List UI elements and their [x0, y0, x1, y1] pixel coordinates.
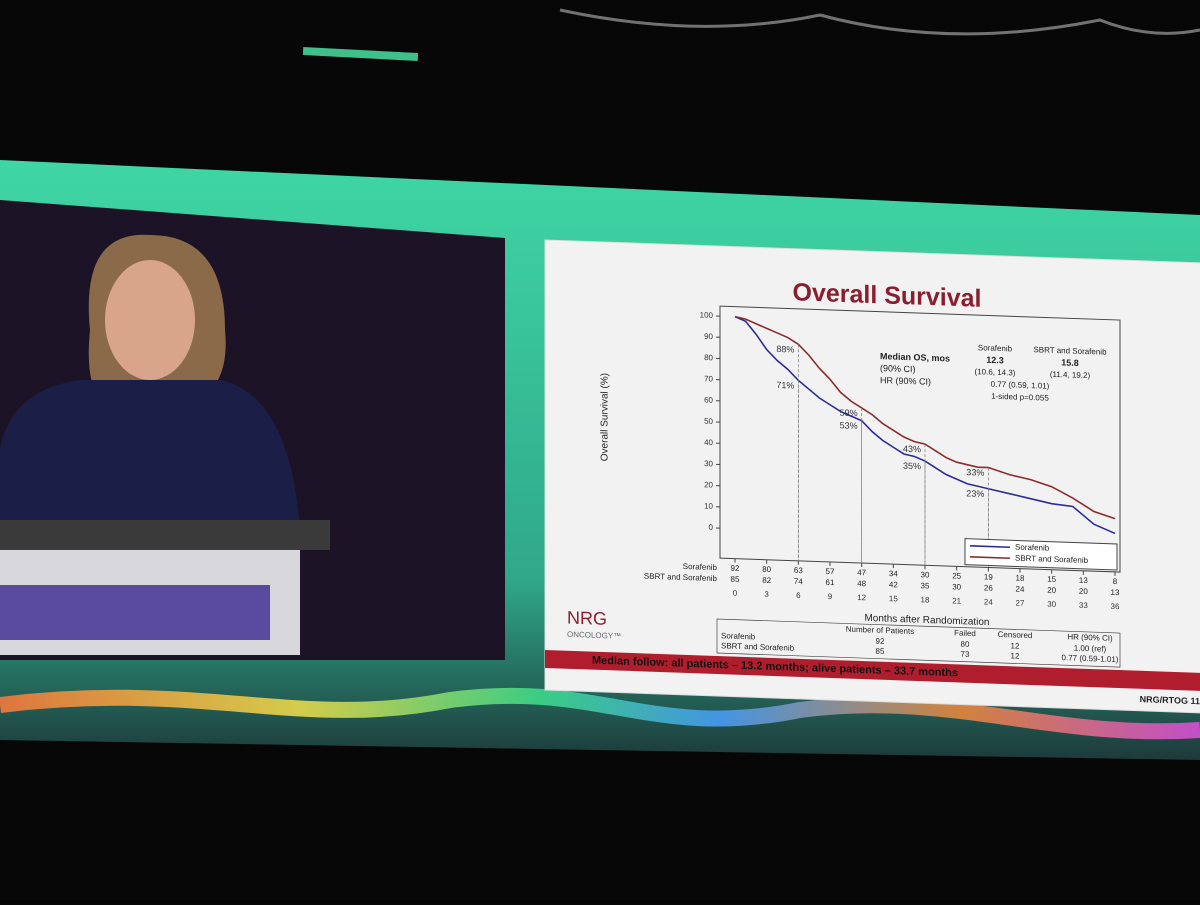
summary-cell: 85	[876, 647, 885, 656]
at-risk-count: 18	[1016, 574, 1025, 583]
at-risk-count: 15	[1047, 575, 1056, 584]
annotation: 35%	[903, 461, 921, 472]
summary-cell: 12	[1011, 641, 1020, 650]
slide: Overall Survival Overall Survival (%) Mo…	[545, 240, 1200, 713]
summary-cell: 73	[961, 650, 970, 659]
y-tick-label: 70	[704, 374, 713, 383]
summary-cell: 1.00 (ref)	[1074, 644, 1107, 654]
at-risk-count: 19	[984, 572, 993, 581]
stats-ci: (11.4, 19.2)	[1050, 370, 1091, 380]
y-axis-label: Overall Survival (%)	[600, 373, 611, 462]
at-risk-count: 34	[889, 569, 898, 578]
annotation: 88%	[776, 344, 794, 355]
podium-screen	[0, 585, 270, 640]
y-tick-label: 80	[704, 353, 713, 362]
x-tick-label: 33	[1079, 601, 1088, 610]
stats-column: Sorafenib	[978, 343, 1013, 353]
x-tick-label: 12	[857, 593, 866, 602]
y-tick-label: 100	[700, 311, 714, 320]
at-risk-count: 82	[762, 576, 771, 585]
at-risk-count: 20	[1047, 586, 1056, 595]
y-tick-label: 0	[709, 523, 714, 532]
face	[105, 260, 195, 380]
at-risk-count: 24	[1016, 585, 1025, 594]
summary-cell: 12	[1011, 651, 1020, 660]
stats-median: 15.8	[1061, 357, 1079, 368]
x-tick-label: 27	[1016, 599, 1025, 608]
at-risk-count: 48	[857, 579, 866, 588]
at-risk-count: 63	[794, 566, 803, 575]
annotation: 53%	[840, 420, 858, 431]
at-risk-count: 42	[889, 580, 898, 589]
annotation: 59%	[840, 408, 858, 419]
summary-header: Censored	[998, 630, 1033, 640]
x-tick-label: 9	[828, 592, 833, 601]
at-risk-count: 25	[952, 571, 961, 580]
y-tick-label: 90	[704, 332, 713, 341]
at-risk-label: Sorafenib	[683, 562, 718, 572]
annotation: 43%	[903, 444, 921, 455]
podium-top	[0, 520, 330, 550]
y-tick-label: 20	[704, 480, 713, 489]
dress	[0, 380, 300, 530]
x-tick-label: 15	[889, 594, 898, 603]
y-tick-label: 40	[704, 438, 713, 447]
at-risk-count: 57	[826, 567, 835, 576]
x-tick-label: 21	[952, 596, 961, 605]
summary-cell: Sorafenib	[721, 631, 756, 641]
x-tick-label: 18	[921, 595, 930, 604]
summary-cell: 92	[876, 637, 885, 646]
stats-hr-label: HR (90% CI)	[880, 375, 931, 387]
annotation: 23%	[966, 488, 984, 499]
annotation: 33%	[966, 467, 984, 478]
at-risk-count: 30	[921, 570, 930, 579]
stats-median: 12.3	[986, 355, 1004, 366]
at-risk-count: 13	[1079, 576, 1088, 585]
legend-label: Sorafenib	[1015, 543, 1050, 553]
y-tick-label: 10	[704, 501, 713, 510]
x-tick-label: 36	[1111, 602, 1120, 611]
summary-cell: 80	[961, 640, 970, 649]
y-tick-label: 50	[704, 417, 713, 426]
logo-subtext: ONCOLOGY™	[567, 630, 621, 641]
at-risk-count: 74	[794, 577, 803, 586]
logo-text: NRG	[567, 608, 607, 629]
x-tick-label: 24	[984, 597, 993, 606]
y-tick-label: 30	[704, 459, 713, 468]
x-tick-label: 3	[764, 590, 769, 599]
at-risk-count: 35	[921, 581, 930, 590]
at-risk-count: 80	[762, 565, 771, 574]
at-risk-count: 26	[984, 583, 993, 592]
at-risk-count: 92	[731, 564, 740, 573]
at-risk-count: 47	[857, 568, 866, 577]
at-risk-count: 8	[1113, 577, 1118, 586]
at-risk-count: 13	[1111, 588, 1120, 597]
annotation: 71%	[776, 380, 794, 391]
stats-ci-label: (90% CI)	[880, 363, 916, 374]
x-tick-label: 6	[796, 591, 801, 600]
at-risk-count: 30	[952, 582, 961, 591]
x-tick-label: 30	[1047, 600, 1056, 609]
summary-header: Failed	[954, 628, 976, 638]
at-risk-count: 20	[1079, 587, 1088, 596]
footer-right: NRG/RTOG 11	[1140, 694, 1200, 706]
summary-header: HR (90% CI)	[1067, 632, 1113, 643]
y-tick-label: 60	[704, 395, 713, 404]
at-risk-count: 61	[826, 578, 835, 587]
at-risk-count: 85	[731, 575, 740, 584]
stats-ci: (10.6, 14.3)	[975, 367, 1016, 377]
x-tick-label: 0	[733, 589, 738, 598]
